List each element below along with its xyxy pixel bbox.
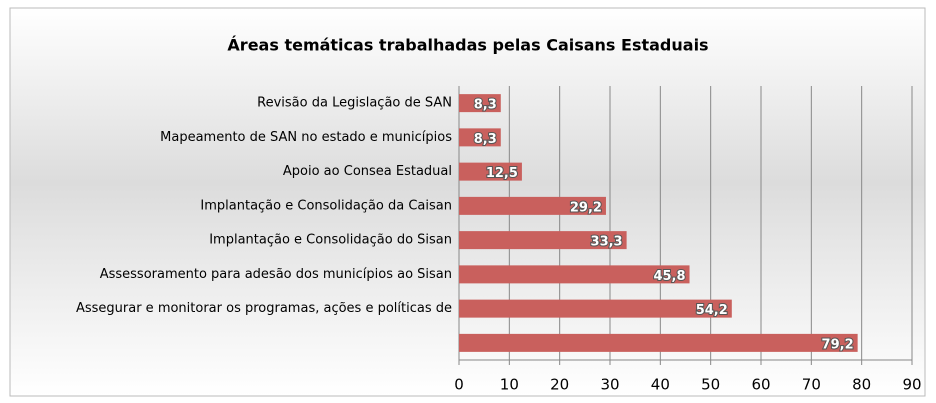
value-label: 8,3: [474, 132, 497, 147]
value-label: 79,2: [822, 337, 854, 352]
y-tick-label: Implantação e Consolidação da Caisan: [200, 198, 452, 213]
y-tick-label: Revisão da Legislação de SAN: [257, 96, 452, 111]
y-tick-label: Mapeamento de SAN no estado e municípios: [160, 130, 452, 145]
x-tick-label: 60: [751, 376, 770, 394]
y-tick-label: Assegurar e monitorar os programas, açõe…: [76, 301, 452, 316]
value-label: 33,3: [591, 235, 623, 250]
x-tick-label: 20: [550, 376, 569, 394]
x-tick-label: 30: [600, 376, 619, 394]
y-tick-label: Implantação e Consolidação do Sisan: [209, 233, 452, 248]
value-label: 54,2: [696, 303, 728, 318]
bar: [459, 94, 501, 113]
bar: [459, 265, 690, 284]
bar: [459, 231, 627, 250]
x-tick-label: 0: [454, 376, 464, 394]
x-tick-label: 10: [500, 376, 519, 394]
value-label: 45,8: [653, 269, 685, 284]
x-tick-label: 40: [651, 376, 670, 394]
bar: [459, 196, 606, 215]
bar: [459, 162, 522, 181]
x-tick-label: 90: [902, 376, 921, 394]
bar: [459, 299, 732, 318]
y-tick-label: Assessoramento para adesão dos município…: [100, 267, 452, 282]
chart-title: Áreas temáticas trabalhadas pelas Caisan…: [227, 36, 708, 55]
x-tick-label: 50: [701, 376, 720, 394]
value-label: 29,2: [570, 200, 602, 215]
bar: [459, 128, 501, 147]
x-tick-label: 80: [852, 376, 871, 394]
bar: [459, 333, 858, 352]
x-tick-label: 70: [802, 376, 821, 394]
value-label: 12,5: [486, 166, 518, 181]
y-tick-label: Apoio ao Consea Estadual: [283, 164, 452, 179]
value-label: 8,3: [474, 98, 497, 113]
